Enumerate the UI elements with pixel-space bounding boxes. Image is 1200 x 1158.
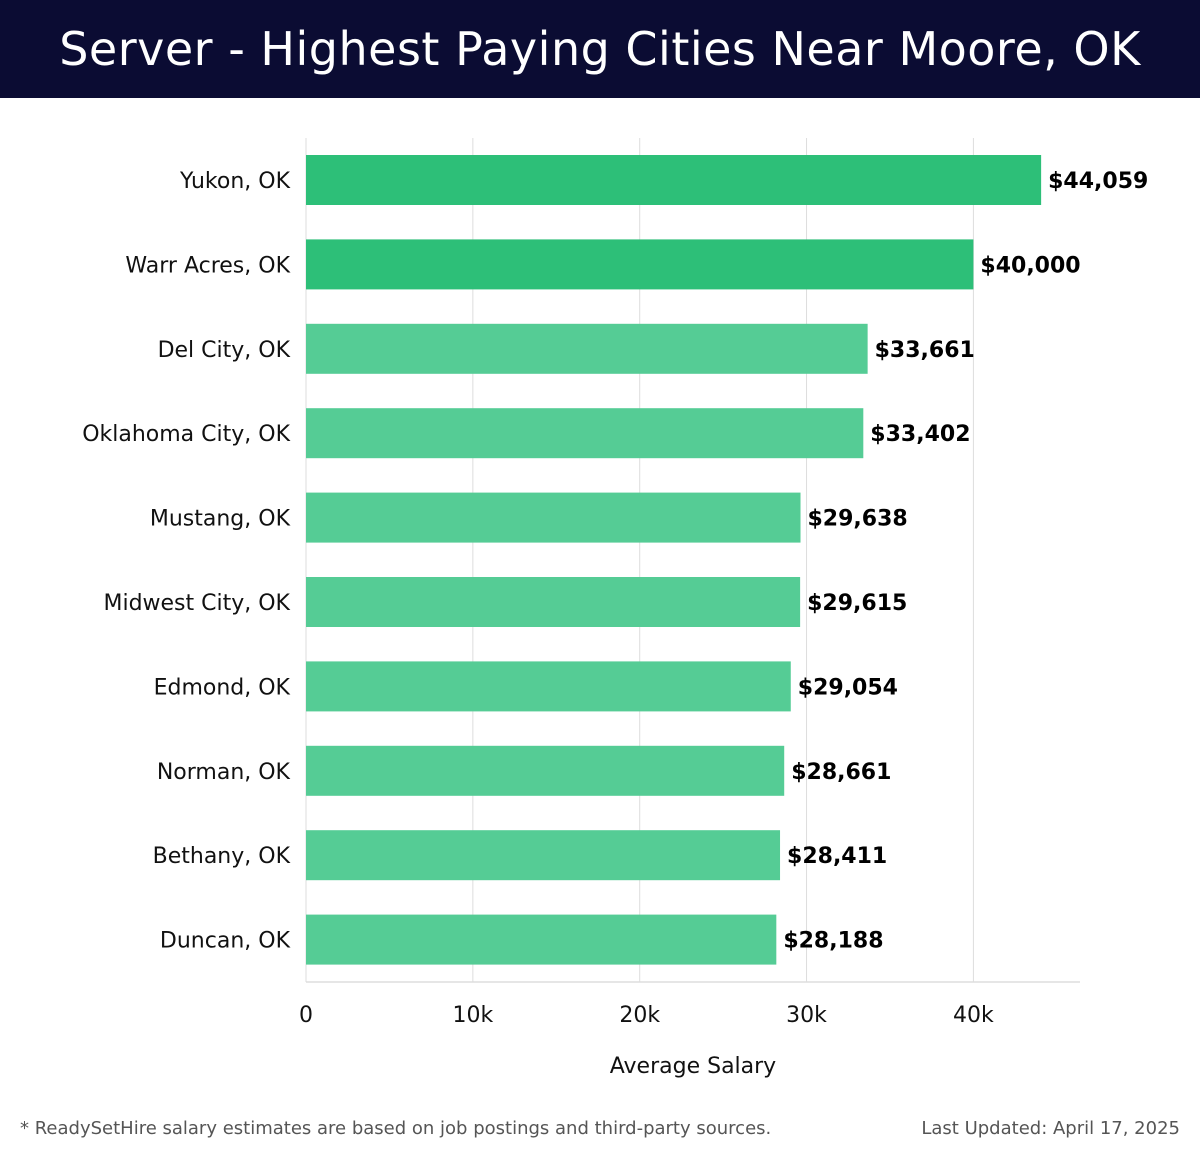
x-tick-label: 0 bbox=[299, 1003, 313, 1028]
x-tick-label: 20k bbox=[619, 1003, 660, 1028]
chart-title: Server - Highest Paying Cities Near Moor… bbox=[59, 22, 1141, 76]
bar bbox=[306, 408, 864, 459]
value-label: $28,661 bbox=[791, 760, 891, 785]
category-label: Mustang, OK bbox=[150, 507, 291, 532]
value-label: $29,638 bbox=[808, 507, 908, 532]
value-label: $33,402 bbox=[870, 422, 970, 447]
x-tick-label: 40k bbox=[953, 1003, 994, 1028]
value-label: $29,054 bbox=[798, 675, 898, 700]
bar bbox=[306, 239, 974, 290]
x-tick-label: 30k bbox=[786, 1003, 827, 1028]
value-label: $28,188 bbox=[783, 929, 883, 954]
category-label: Oklahoma City, OK bbox=[82, 422, 290, 447]
category-label: Midwest City, OK bbox=[103, 591, 290, 616]
bar-chart: 0 10k 20k 30k 40k Average Salary Yukon, OK $44,… bbox=[82, 138, 1148, 1079]
category-label: Bethany, OK bbox=[153, 844, 291, 869]
bar bbox=[306, 577, 801, 627]
value-label: $44,059 bbox=[1048, 169, 1148, 194]
bar bbox=[306, 323, 868, 374]
footer-note: * ReadySetHire salary estimates are base… bbox=[20, 1118, 772, 1139]
value-label: $29,615 bbox=[807, 591, 907, 616]
category-label: Duncan, OK bbox=[160, 929, 291, 954]
value-label: $40,000 bbox=[980, 253, 1080, 278]
value-label: $33,661 bbox=[875, 338, 975, 363]
category-label: Norman, OK bbox=[157, 760, 291, 785]
bar bbox=[306, 914, 777, 965]
category-label: Yukon, OK bbox=[179, 169, 291, 194]
category-label: Del City, OK bbox=[158, 338, 291, 363]
bar bbox=[306, 155, 1042, 205]
chart-header: Server - Highest Paying Cities Near Moor… bbox=[0, 0, 1200, 98]
value-label: $28,411 bbox=[787, 844, 887, 869]
x-tick-label: 10k bbox=[452, 1003, 493, 1028]
bar bbox=[306, 492, 801, 543]
bar bbox=[306, 745, 785, 796]
bar bbox=[306, 661, 791, 712]
category-label: Edmond, OK bbox=[154, 675, 291, 700]
last-updated: Last Updated: April 17, 2025 bbox=[921, 1118, 1180, 1139]
category-label: Warr Acres, OK bbox=[125, 253, 290, 278]
bar bbox=[306, 830, 781, 881]
x-axis-title: Average Salary bbox=[610, 1054, 776, 1079]
